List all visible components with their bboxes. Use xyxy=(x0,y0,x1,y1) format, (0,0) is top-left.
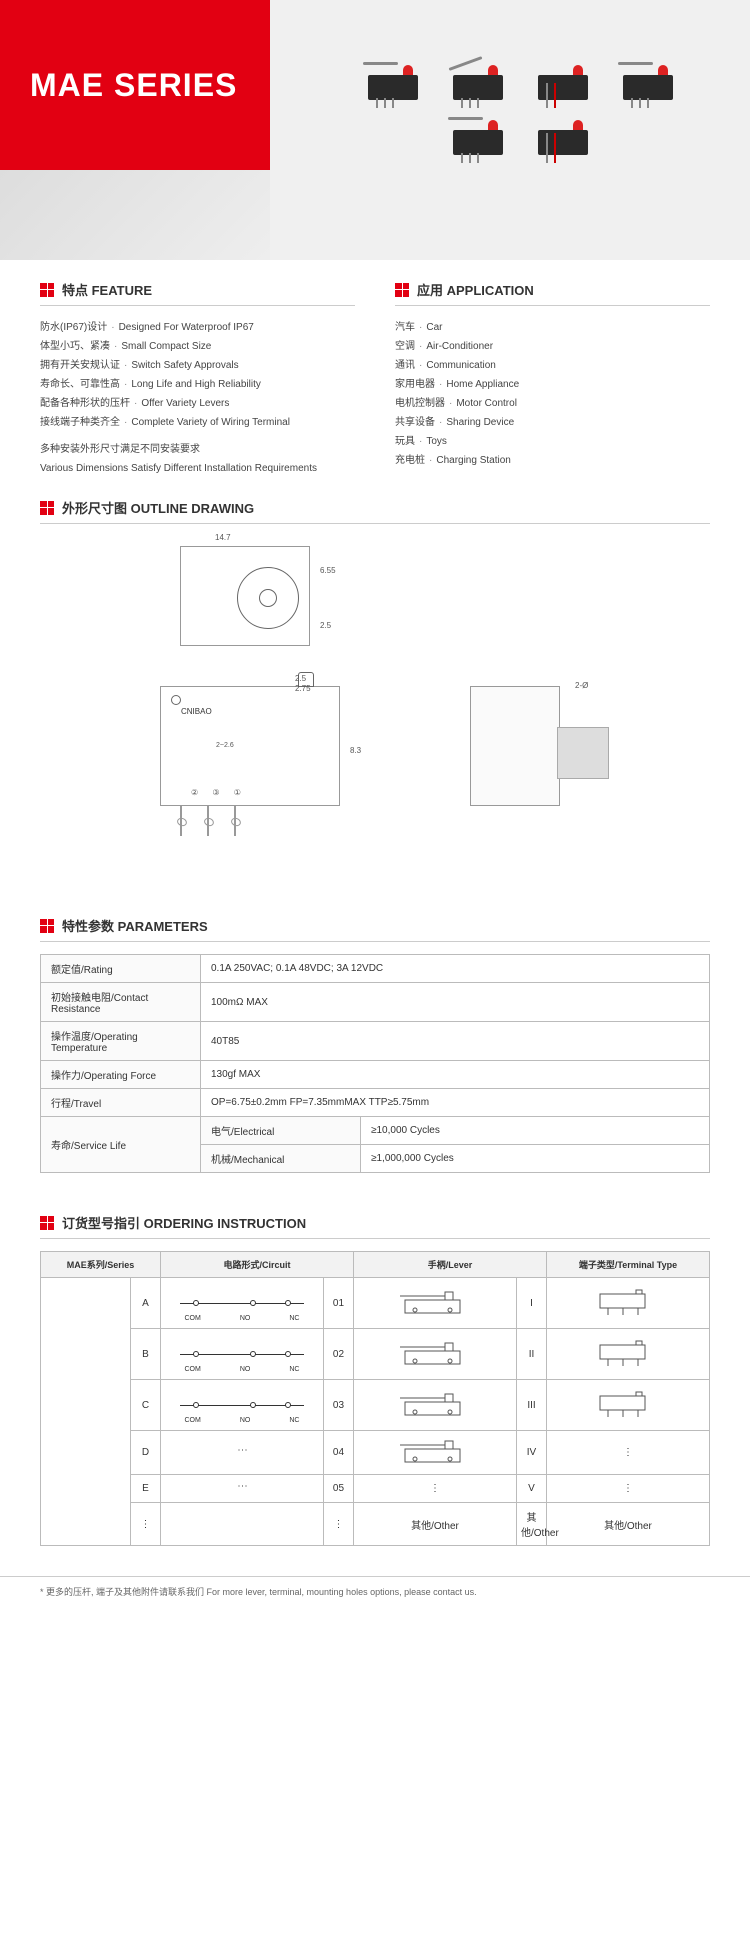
col-terminal: 端子类型/Terminal Type xyxy=(546,1252,709,1278)
circuit-diagram: ⋮ xyxy=(161,1475,324,1503)
product-photo-grid xyxy=(320,60,720,155)
ordering-row: ACOMNONC01 I xyxy=(41,1278,710,1329)
ordering-table: MAE系列/Series 电路形式/Circuit 手柄/Lever 端子类型/… xyxy=(40,1251,710,1546)
hero-title-block: MAE SERIES xyxy=(0,0,270,170)
feature-item: 体型小巧、紧凑·Small Compact Size xyxy=(40,337,355,356)
hero-background-photo xyxy=(0,170,270,260)
circuit-code: 03 xyxy=(323,1380,353,1431)
series-cell xyxy=(41,1278,131,1546)
parameters-heading: 特性参数 PARAMETERS xyxy=(62,916,208,935)
lever-diagram: 其他/Other xyxy=(354,1503,517,1546)
section-icon xyxy=(40,501,54,515)
feature-column: 特点 FEATURE 防水(IP67)设计·Designed For Water… xyxy=(40,280,355,478)
outline-drawing: 14.7 6.55 2.5 CNIBAO 2~2.6 ② ③ ① 2.5 2.7… xyxy=(40,536,710,876)
param-value: 100mΩ MAX xyxy=(201,983,710,1022)
terminal-diagram: ⋮ xyxy=(546,1475,709,1503)
lever-code: IV xyxy=(516,1431,546,1475)
feature-list: 防水(IP67)设计·Designed For Waterproof IP67体… xyxy=(40,318,355,432)
terminal-diagram xyxy=(546,1329,709,1380)
col-circuit: 电路形式/Circuit xyxy=(161,1252,354,1278)
param-value: 0.1A 250VAC; 0.1A 48VDC; 3A 12VDC xyxy=(201,955,710,983)
circuit-diagram: ⋮ xyxy=(161,1431,324,1475)
series-code: B xyxy=(131,1329,161,1380)
lever-diagram: ⋮ xyxy=(354,1475,517,1503)
circuit-diagram: COMNONC xyxy=(161,1380,324,1431)
col-lever: 手柄/Lever xyxy=(354,1252,547,1278)
application-item: 充电桩·Charging Station xyxy=(395,451,710,470)
parameters-table: 额定值/Rating0.1A 250VAC; 0.1A 48VDC; 3A 12… xyxy=(40,954,710,1173)
lever-diagram xyxy=(354,1278,517,1329)
lever-diagram xyxy=(354,1329,517,1380)
ordering-row: CCOMNONC03 III xyxy=(41,1380,710,1431)
section-icon xyxy=(40,919,54,933)
param-value: OP=6.75±0.2mm FP=7.35mmMAX TTP≥5.75mm xyxy=(201,1089,710,1117)
series-code: D xyxy=(131,1431,161,1475)
lever-code: III xyxy=(516,1380,546,1431)
terminal-diagram: 其他/Other xyxy=(546,1503,709,1546)
application-item: 玩具·Toys xyxy=(395,432,710,451)
terminal-diagram: ⋮ xyxy=(546,1431,709,1475)
param-label: 行程/Travel xyxy=(41,1089,201,1117)
param-label: 寿命/Service Life xyxy=(41,1117,201,1173)
section-icon xyxy=(40,283,54,297)
hero-banner: MAE SERIES CQC cULus TÜV CE CCC KC KS xyxy=(0,0,750,260)
footnote: * 更多的压杆, 端子及其他附件请联系我们 For more lever, te… xyxy=(0,1576,750,1628)
lever-diagram xyxy=(354,1431,517,1475)
feature-heading: 特点 FEATURE xyxy=(62,280,152,299)
outline-heading: 外形尺寸图 OUTLINE DRAWING xyxy=(62,498,254,517)
circuit-code: ⋮ xyxy=(323,1503,353,1546)
circuit-code: 05 xyxy=(323,1475,353,1503)
feature-item: 接线端子种类齐全·Complete Variety of Wiring Term… xyxy=(40,413,355,432)
application-item: 汽车·Car xyxy=(395,318,710,337)
col-series: MAE系列/Series xyxy=(41,1252,161,1278)
section-icon xyxy=(395,283,409,297)
series-code: E xyxy=(131,1475,161,1503)
feature-item: 拥有开关安规认证·Switch Safety Approvals xyxy=(40,356,355,375)
series-code: A xyxy=(131,1278,161,1329)
feature-item: 配备各种形状的压杆·Offer Variety Levers xyxy=(40,394,355,413)
application-item: 通讯·Communication xyxy=(395,356,710,375)
application-item: 共享设备·Sharing Device xyxy=(395,413,710,432)
series-code: ⋮ xyxy=(131,1503,161,1546)
circuit-diagram: COMNONC xyxy=(161,1278,324,1329)
feature-item: 寿命长、可靠性高·Long Life and High Reliability xyxy=(40,375,355,394)
ordering-row: D⋮04IV⋮ xyxy=(41,1431,710,1475)
param-value: 130gf MAX xyxy=(201,1061,710,1089)
ordering-heading: 订货型号指引 ORDERING INSTRUCTION xyxy=(62,1213,306,1232)
application-list: 汽车·Car空调·Air-Conditioner通讯·Communication… xyxy=(395,318,710,470)
application-item: 电机控制器·Motor Control xyxy=(395,394,710,413)
lever-code: V xyxy=(516,1475,546,1503)
application-heading: 应用 APPLICATION xyxy=(417,280,534,299)
feature-extra: 多种安装外形尺寸满足不同安装要求 Various Dimensions Sati… xyxy=(40,440,355,478)
lever-code: II xyxy=(516,1329,546,1380)
section-icon xyxy=(40,1216,54,1230)
circuit-code: 04 xyxy=(323,1431,353,1475)
param-label: 操作温度/Operating Temperature xyxy=(41,1022,201,1061)
application-item: 家用电器·Home Appliance xyxy=(395,375,710,394)
param-label: 初始接触电阻/Contact Resistance xyxy=(41,983,201,1022)
circuit-code: 01 xyxy=(323,1278,353,1329)
param-value: 40T85 xyxy=(201,1022,710,1061)
lever-code: 其他/Other xyxy=(516,1503,546,1546)
circuit-diagram: COMNONC xyxy=(161,1329,324,1380)
ordering-row: ⋮⋮其他/Other其他/Other其他/Other xyxy=(41,1503,710,1546)
series-title: MAE SERIES xyxy=(30,67,237,104)
terminal-diagram xyxy=(546,1278,709,1329)
lever-code: I xyxy=(516,1278,546,1329)
circuit-code: 02 xyxy=(323,1329,353,1380)
series-code: C xyxy=(131,1380,161,1431)
ordering-row: BCOMNONC02 II xyxy=(41,1329,710,1380)
terminal-diagram xyxy=(546,1380,709,1431)
feature-item: 防水(IP67)设计·Designed For Waterproof IP67 xyxy=(40,318,355,337)
lever-diagram xyxy=(354,1380,517,1431)
application-column: 应用 APPLICATION 汽车·Car空调·Air-Conditioner通… xyxy=(395,280,710,478)
param-label: 额定值/Rating xyxy=(41,955,201,983)
param-label: 操作力/Operating Force xyxy=(41,1061,201,1089)
ordering-row: E⋮05⋮V⋮ xyxy=(41,1475,710,1503)
application-item: 空调·Air-Conditioner xyxy=(395,337,710,356)
circuit-diagram xyxy=(161,1503,324,1546)
